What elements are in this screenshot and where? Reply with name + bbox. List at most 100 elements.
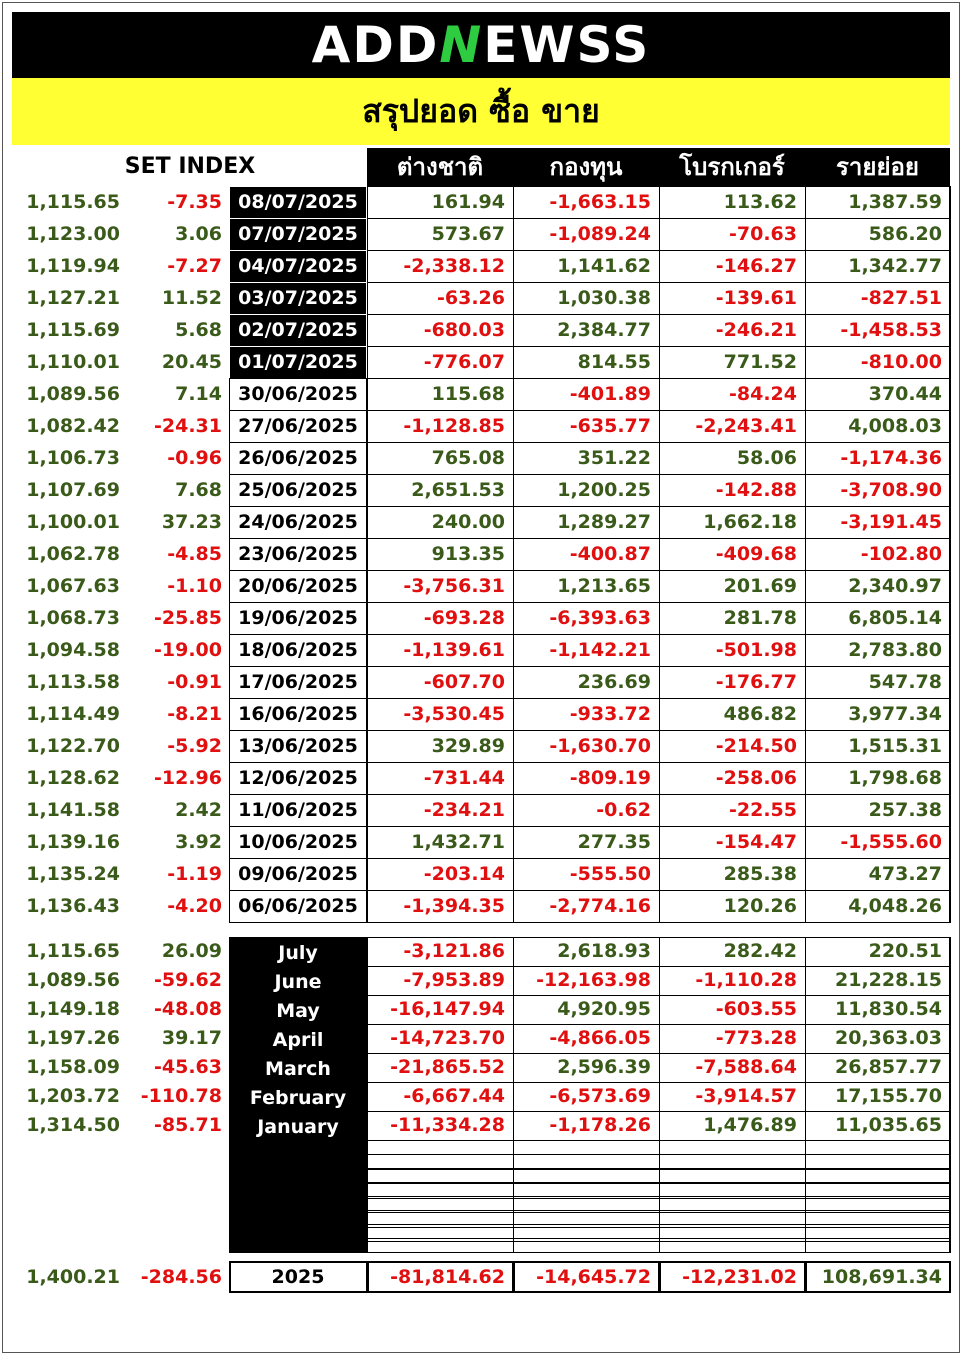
value-foreign: -680.03 [423,319,505,341]
set-index-change: -4.20 [167,895,222,917]
set-index-change: 3.06 [175,223,222,245]
empty-row-cell [367,1224,514,1239]
date-cell [229,250,367,283]
set-index-change: -1.19 [167,863,222,885]
empty-row-cell [513,1182,660,1197]
set-index-change: -12.96 [154,767,222,789]
year-value-broker: -12,231.02 [682,1266,797,1288]
empty-row-cell [513,1154,660,1169]
set-index-value: 1,107.69 [26,479,120,501]
set-index-change: -0.96 [167,447,222,469]
month-label: June [274,971,322,993]
empty-row-cell [659,1182,806,1197]
month-value-foreign: -14,723.70 [390,1027,505,1049]
value-cell [805,890,951,923]
month-value-fund: 2,618.93 [557,940,651,962]
value-fund: -1,089.24 [549,223,651,245]
value-fund: 1,030.38 [557,287,651,309]
value-broker: -501.98 [715,639,797,661]
month-value-broker: -1,110.28 [695,969,797,991]
value-retail: -1,555.60 [840,831,942,853]
value-retail: 1,515.31 [848,735,942,757]
empty-row-cell [513,1196,660,1211]
value-broker: -146.27 [715,255,797,277]
value-fund: 277.35 [577,831,651,853]
month-value-broker: 1,476.89 [703,1114,797,1136]
trade-date: 07/07/2025 [238,223,358,245]
month-index-value: 1,158.09 [26,1056,120,1078]
value-broker: 58.06 [736,447,797,469]
value-retail: -827.51 [860,287,942,309]
set-index-change: -7.35 [167,191,222,213]
set-index-value: 1,136.43 [26,895,120,917]
value-broker: -258.06 [715,767,797,789]
set-index-value: 1,110.01 [26,351,120,373]
value-retail: 370.44 [868,383,942,405]
month-value-fund: 2,596.39 [557,1056,651,1078]
trade-date: 10/06/2025 [238,831,358,853]
empty-row-cell [513,1140,660,1155]
trade-date: 26/06/2025 [238,447,358,469]
month-value-broker: -7,588.64 [695,1056,797,1078]
value-broker: 285.38 [723,863,797,885]
set-index-value: 1,141.58 [26,799,120,821]
trade-date: 09/06/2025 [238,863,358,885]
value-broker: 113.62 [723,191,797,213]
value-foreign: 115.68 [431,383,505,405]
value-retail: -810.00 [860,351,942,373]
set-index-value: 1,115.69 [26,319,120,341]
value-retail: 4,048.26 [848,895,942,917]
set-index-header: SET INDEX [124,154,256,179]
empty-row-cell [367,1154,514,1169]
value-broker: -246.21 [715,319,797,341]
value-foreign: 573.67 [431,223,505,245]
value-broker: -139.61 [715,287,797,309]
value-fund: 351.22 [577,447,651,469]
value-fund: -1,630.70 [549,735,651,757]
set-index-value: 1,119.94 [26,255,120,277]
value-foreign: -234.21 [423,799,505,821]
year-index-change: -284.56 [140,1266,222,1288]
month-index-change: -59.62 [154,969,222,991]
set-index-value: 1,123.00 [26,223,120,245]
value-foreign: -776.07 [423,351,505,373]
value-retail: -102.80 [860,543,942,565]
month-value-foreign: -6,667.44 [403,1085,505,1107]
trade-date: 02/07/2025 [238,319,358,341]
set-index-change: 3.92 [175,831,222,853]
value-foreign: -3,756.31 [403,575,505,597]
set-index-value: 1,122.70 [26,735,120,757]
empty-row-cell [805,1168,951,1183]
date-cell [229,186,367,219]
year-label: 2025 [271,1266,325,1288]
month-value-retail: 220.51 [868,940,942,962]
empty-row-cell [513,1238,660,1253]
empty-row-cell [367,1182,514,1197]
trade-date: 04/07/2025 [238,255,358,277]
value-broker: -84.24 [729,383,797,405]
month-index-value: 1,314.50 [26,1114,120,1136]
value-broker: 486.82 [723,703,797,725]
set-index-value: 1,094.58 [26,639,120,661]
value-foreign: -731.44 [423,767,505,789]
value-foreign: 161.94 [431,191,505,213]
column-header-retail: รายย่อย [836,153,919,181]
trade-date: 20/06/2025 [238,575,358,597]
set-index-change: -0.91 [167,671,222,693]
value-fund: 1,289.27 [557,511,651,533]
set-index-value: 1,062.78 [26,543,120,565]
month-value-retail: 21,228.15 [835,969,942,991]
value-fund: -1,663.15 [549,191,651,213]
empty-row-cell [367,1196,514,1211]
empty-row-cell [659,1140,806,1155]
value-fund: -555.50 [569,863,651,885]
trade-date: 01/07/2025 [238,351,358,373]
trade-date: 08/07/2025 [238,191,358,213]
month-index-change: -85.71 [154,1114,222,1136]
empty-row-cell [659,1224,806,1239]
value-broker: -409.68 [715,543,797,565]
month-value-retail: 26,857.77 [835,1056,942,1078]
month-value-fund: 4,920.95 [557,998,651,1020]
set-index-change: 11.52 [161,287,222,309]
